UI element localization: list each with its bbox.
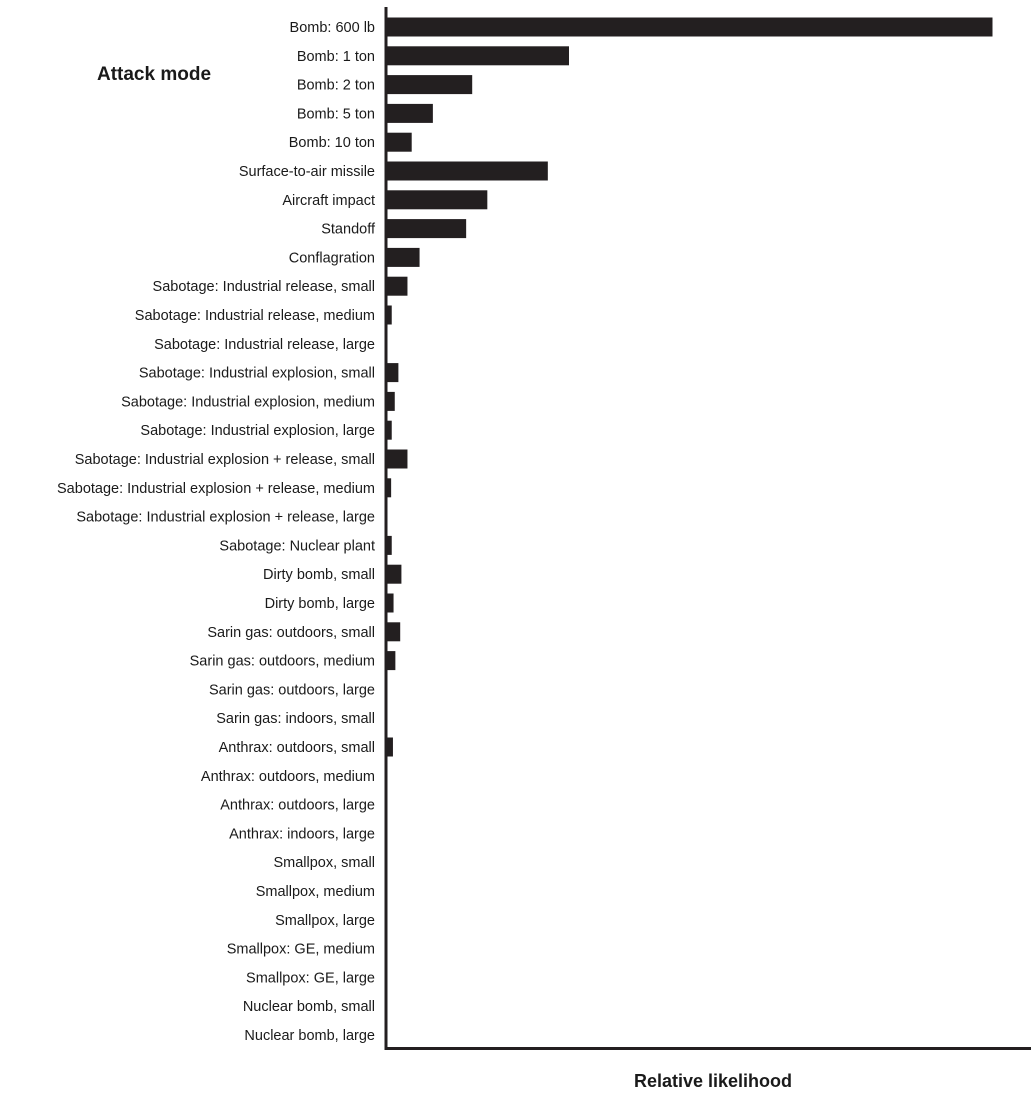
category-label: Sarin gas: outdoors, large xyxy=(209,682,375,698)
category-label: Bomb: 2 ton xyxy=(297,78,375,94)
bar xyxy=(387,420,392,440)
category-label: Sabotage: Industrial explosion + release… xyxy=(57,481,375,497)
bar xyxy=(387,651,396,671)
category-label: Smallpox: GE, large xyxy=(246,970,375,986)
category-label: Nuclear bomb, small xyxy=(243,999,375,1015)
category-label: Bomb: 5 ton xyxy=(297,106,375,122)
bar xyxy=(387,564,402,584)
category-label: Smallpox, medium xyxy=(256,884,375,900)
bar xyxy=(387,593,394,613)
category-label: Sabotage: Industrial explosion, medium xyxy=(121,394,375,410)
category-labels: Bomb: 600 lb Bomb: 1 ton Bomb: 2 ton Bomb: … xyxy=(57,20,376,1044)
bar xyxy=(387,132,412,152)
category-label: Bomb: 10 ton xyxy=(289,135,375,151)
category-label: Sabotage: Industrial explosion, large xyxy=(140,423,375,439)
x-axis-title: Relative likelihood xyxy=(634,1071,792,1091)
bar xyxy=(387,247,420,267)
category-label: Sabotage: Nuclear plant xyxy=(219,538,375,554)
bar xyxy=(387,391,395,411)
category-label: Dirty bomb, large xyxy=(265,596,375,612)
category-label: Anthrax: indoors, large xyxy=(229,826,375,842)
category-label: Sarin gas: outdoors, small xyxy=(207,625,375,641)
category-label: Aircraft impact xyxy=(282,193,375,209)
category-label: Sabotage: Industrial explosion + release… xyxy=(76,510,375,526)
bar xyxy=(387,363,399,383)
category-label: Smallpox, large xyxy=(275,913,375,929)
bar xyxy=(387,535,392,555)
category-label: Smallpox, small xyxy=(273,855,375,871)
bar xyxy=(387,46,569,66)
chart-title: Attack mode xyxy=(97,64,211,85)
category-label: Anthrax: outdoors, large xyxy=(220,798,375,814)
category-label: Dirty bomb, small xyxy=(263,567,375,583)
bar xyxy=(387,305,392,325)
category-label: Nuclear bomb, large xyxy=(244,1028,375,1044)
bar xyxy=(387,449,408,469)
bar xyxy=(387,17,993,37)
category-label: Sarin gas: outdoors, medium xyxy=(190,654,375,670)
bar xyxy=(387,75,473,95)
category-label: Smallpox: GE, medium xyxy=(227,942,375,958)
category-label: Conflagration xyxy=(289,250,375,266)
category-label: Sabotage: Industrial explosion, small xyxy=(139,366,375,382)
bar xyxy=(387,219,467,239)
category-label: Bomb: 600 lb xyxy=(290,20,375,36)
category-label: Anthrax: outdoors, small xyxy=(219,740,375,756)
bar xyxy=(387,190,488,210)
category-label: Standoff xyxy=(321,222,376,238)
bar xyxy=(387,737,393,757)
category-label: Sabotage: Industrial release, small xyxy=(153,279,375,295)
bar xyxy=(387,103,433,123)
category-label: Anthrax: outdoors, medium xyxy=(201,769,375,785)
bars xyxy=(387,17,993,757)
category-label: Sabotage: Industrial explosion + release… xyxy=(75,452,375,468)
category-label: Sabotage: Industrial release, medium xyxy=(135,308,375,324)
bar xyxy=(387,276,408,296)
category-label: Surface-to-air missile xyxy=(239,164,375,180)
category-label: Sarin gas: indoors, small xyxy=(216,711,375,727)
bar xyxy=(387,478,392,498)
bar xyxy=(387,622,401,642)
category-label: Sabotage: Industrial release, large xyxy=(154,337,375,353)
category-label: Bomb: 1 ton xyxy=(297,49,375,65)
bar xyxy=(387,161,548,181)
